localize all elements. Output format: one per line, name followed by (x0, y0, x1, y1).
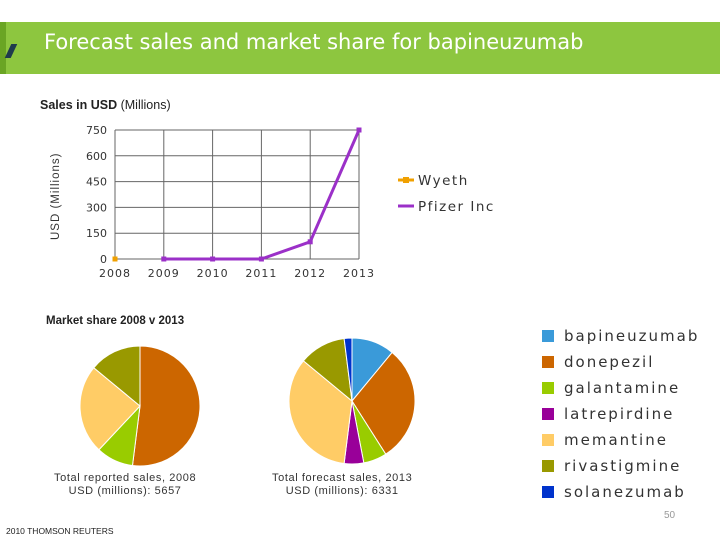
legend-label: Wyeth (418, 173, 469, 189)
pie-caption-2013-line2: USD (millions): 6331 (285, 485, 399, 497)
pie-section-title: Market share 2008 v 2013 (46, 315, 185, 327)
pie-slice-solanezumab (343, 337, 353, 402)
legend-label: bapineuzumab (564, 327, 700, 345)
legend-label: Pfizer Inc (418, 199, 495, 215)
data-point (356, 127, 362, 133)
title-bar (0, 22, 720, 74)
y-tick-label: 450 (86, 176, 107, 189)
pie-caption-2008-line2: USD (millions): 5657 (68, 485, 182, 497)
pie-slice-memantine (79, 367, 141, 451)
data-point (210, 256, 216, 262)
pie-caption-2008: Total reported sales, 2008 USD (millions… (54, 472, 196, 498)
legend-label: donepezil (564, 353, 655, 371)
legend-label: rivastigmine (564, 457, 682, 475)
legend-item-solanezumab: solanezumab (542, 480, 686, 504)
footer-copyright: 2010 THOMSON REUTERS (6, 526, 114, 536)
y-tick-label: 150 (86, 227, 107, 240)
pie-slice-rivastigmine (93, 345, 141, 408)
legend-item-bapineuzumab: bapineuzumab (542, 324, 699, 348)
pie-caption-2013-line1: Total forecast sales, 2013 (272, 472, 413, 484)
legend-label: latrepirdine (564, 405, 675, 423)
legend-item-galantamine: galantamine (542, 376, 680, 400)
legend-swatch (542, 486, 554, 498)
legend-swatch (542, 330, 554, 342)
pie-slice-memantine (288, 360, 353, 465)
y-tick-label: 600 (86, 150, 107, 163)
legend-swatch (542, 434, 554, 446)
y-tick-label: 0 (100, 253, 107, 266)
x-tick-label: 2013 (343, 267, 375, 280)
legend-marker (403, 177, 409, 183)
x-tick-label: 2010 (197, 267, 229, 280)
legend-swatch (542, 356, 554, 368)
y-tick-label: 750 (86, 124, 107, 137)
legend-item-donepezil: donepezil (542, 350, 654, 374)
legend-item-rivastigmine: rivastigmine (542, 454, 681, 478)
legend-swatch (542, 382, 554, 394)
pie-slice-donepezil (131, 345, 201, 467)
pie-caption-2013: Total forecast sales, 2013 USD (millions… (272, 472, 412, 498)
legend-item-memantine: memantine (542, 428, 668, 452)
line-chart-title-bold: Sales in USD (40, 98, 118, 112)
title-bar-accent (0, 22, 6, 74)
slide-title: Forecast sales and market share for bapi… (44, 30, 584, 54)
x-tick-label: 2008 (99, 267, 131, 280)
line-chart-title: Sales in USD (Millions) (40, 98, 171, 112)
data-point (161, 256, 167, 262)
data-point (112, 256, 118, 262)
data-point (307, 239, 313, 245)
legend-label: solanezumab (564, 483, 686, 501)
legend-item-latrepirdine: latrepirdine (542, 402, 674, 426)
y-tick-label: 300 (86, 201, 107, 214)
line-chart-title-rest: (Millions) (120, 98, 171, 112)
legend-swatch (542, 460, 554, 472)
x-tick-label: 2011 (245, 267, 277, 280)
legend-label: galantamine (564, 379, 681, 397)
x-tick-label: 2012 (294, 267, 326, 280)
x-tick-label: 2009 (148, 267, 180, 280)
legend-swatch (542, 408, 554, 420)
pie-slice-donepezil (351, 351, 416, 455)
pie-2008 (79, 345, 201, 467)
legend-label: memantine (564, 431, 668, 449)
pie-caption-2008-line1: Total reported sales, 2008 (54, 472, 197, 484)
data-point (258, 256, 264, 262)
pie-2013 (288, 337, 416, 465)
page-number: 50 (664, 510, 676, 521)
